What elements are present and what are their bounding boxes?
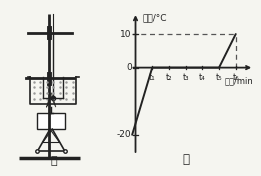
Text: t₁: t₁ — [149, 73, 156, 82]
Text: 时间/min: 时间/min — [224, 76, 253, 85]
Text: 0: 0 — [126, 63, 132, 72]
Text: t₂: t₂ — [166, 73, 172, 82]
Text: 温度/°C: 温度/°C — [142, 13, 167, 22]
Text: t₃: t₃ — [182, 73, 189, 82]
Text: 甲: 甲 — [50, 156, 57, 166]
Bar — [37, 113, 65, 129]
Text: 10: 10 — [120, 30, 131, 39]
Text: t₅: t₅ — [216, 73, 222, 82]
Text: 乙: 乙 — [182, 153, 189, 166]
Text: -20: -20 — [117, 130, 131, 139]
Text: t₆: t₆ — [233, 73, 239, 82]
Polygon shape — [46, 93, 56, 107]
Text: t₄: t₄ — [199, 73, 206, 82]
